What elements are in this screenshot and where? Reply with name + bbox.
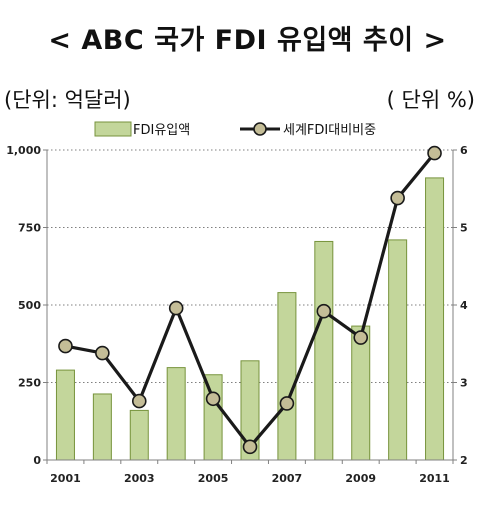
- bar: [166, 367, 186, 461]
- y-right-tick-label: 4: [460, 299, 468, 312]
- x-tick-label: 2001: [50, 472, 81, 485]
- line-marker: [95, 345, 110, 361]
- bar: [92, 393, 112, 461]
- bar: [314, 240, 334, 461]
- line-marker: [205, 391, 221, 407]
- line-marker: [279, 396, 295, 411]
- chart-title: < ABC 국가 FDI 유입액 추이 >: [48, 25, 447, 56]
- y-right-tick-label: 6: [460, 144, 468, 157]
- bar: [55, 369, 75, 461]
- x-tick-label: 2007: [272, 472, 303, 485]
- line-marker: [242, 439, 258, 455]
- right-unit-label: ( 단위 %): [386, 88, 475, 112]
- y-left-tick-label: 0: [33, 454, 41, 467]
- line-marker: [168, 300, 184, 316]
- y-left-tick-label: 750: [18, 222, 41, 235]
- bar: [351, 325, 371, 461]
- y-left-tick-label: 1,000: [6, 144, 41, 157]
- line-marker: [427, 145, 442, 161]
- legend-line-marker: [253, 122, 267, 136]
- legend-line-label: 세계FDI대비비중: [283, 123, 376, 138]
- legend-bar-label: FDI유입액: [133, 123, 190, 138]
- line-marker: [316, 303, 332, 319]
- legend: FDI유입액 세계FDI대비비중: [94, 121, 376, 138]
- x-tick-label: 2011: [419, 472, 450, 485]
- y-right-tick-label: 2: [460, 454, 468, 467]
- bar: [425, 177, 445, 461]
- x-tick-label: 2003: [124, 472, 155, 485]
- x-tick-label: 2009: [345, 472, 376, 485]
- bar-series: [55, 177, 445, 461]
- y-right-tick-label: 5: [460, 222, 468, 235]
- bar: [129, 409, 149, 461]
- line-marker: [58, 338, 73, 354]
- y-left-tick-label: 250: [18, 377, 41, 390]
- bar: [277, 292, 297, 461]
- line-marker: [353, 330, 369, 345]
- y-right-tick-label: 3: [460, 377, 468, 390]
- axes: 0 250 500 750 1,000 2 3 4 5 6 2001 2003 2005 2007 2009…: [6, 144, 468, 485]
- y-left-tick-label: 500: [18, 299, 41, 312]
- line-marker: [390, 190, 405, 206]
- left-unit-label: (단위: 억달러): [4, 88, 131, 112]
- bar: [388, 239, 408, 461]
- legend-bar-swatch: [94, 121, 132, 137]
- x-tick-label: 2005: [198, 472, 229, 485]
- line-marker: [131, 393, 147, 409]
- line-series: [58, 145, 442, 455]
